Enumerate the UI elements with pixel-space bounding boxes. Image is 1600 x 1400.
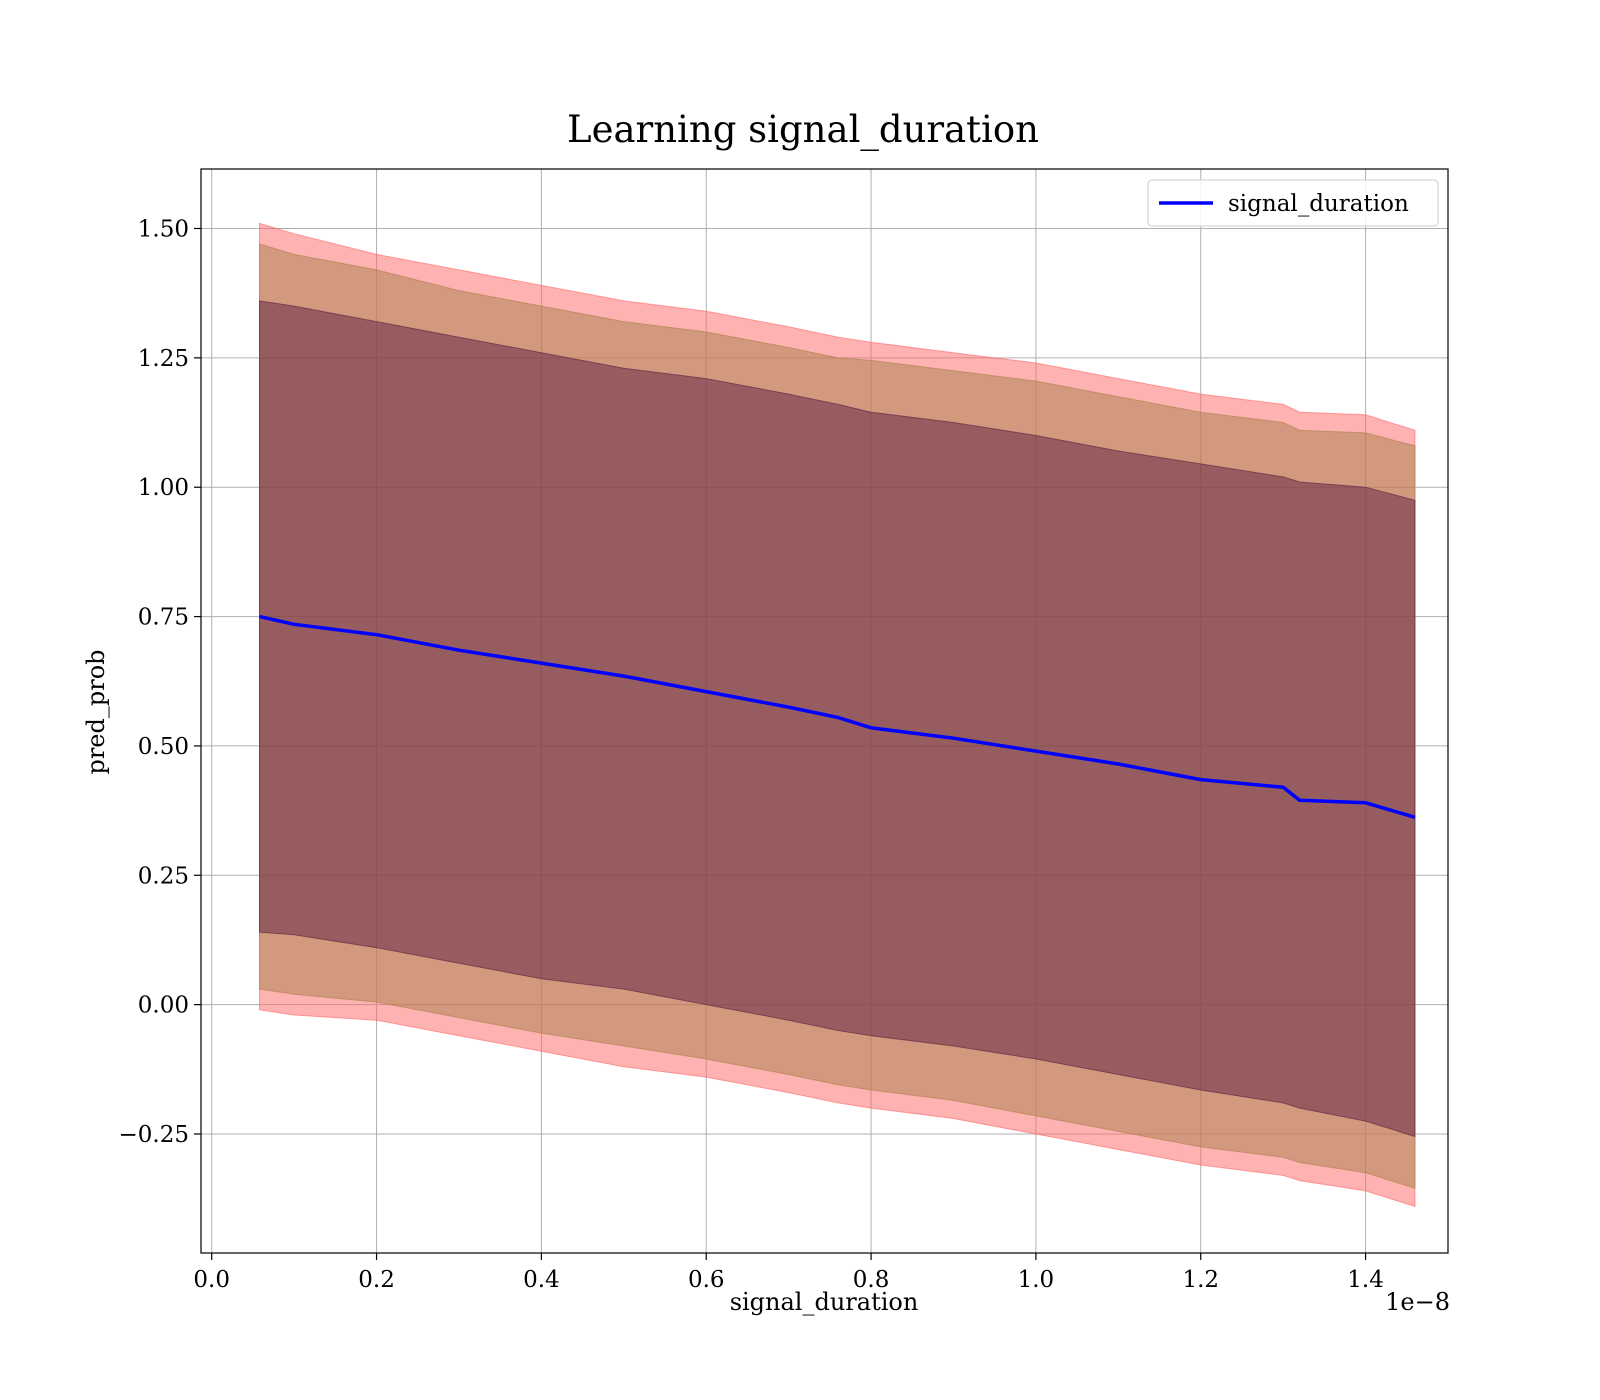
x-tick-label-4: 0.8 xyxy=(853,1267,890,1293)
y-axis-ticks: −0.25 0.00 0.25 0.50 0.75 1.00 1.25 1.50 xyxy=(119,217,201,1148)
x-axis-ticks: 0.0 0.2 0.4 0.6 0.8 1.0 1.2 1.4 xyxy=(193,1253,1384,1293)
legend-box xyxy=(1147,179,1439,227)
legend: signal_duration xyxy=(1147,179,1439,227)
chart-title: Learning signal_duration xyxy=(567,108,1039,152)
y-tick-label-6: 1.25 xyxy=(138,346,189,372)
x-tick-label-2: 0.4 xyxy=(523,1267,560,1293)
y-tick-label-3: 0.50 xyxy=(138,734,189,760)
plot-area-frame xyxy=(200,168,1449,1254)
legend-label-signal-duration: signal_duration xyxy=(1228,191,1409,217)
x-tick-label-0: 0.0 xyxy=(193,1267,230,1293)
y-tick-label-0: −0.25 xyxy=(119,1122,189,1148)
x-tick-label-1: 0.2 xyxy=(358,1267,395,1293)
x-axis-label: signal_duration xyxy=(730,1288,919,1316)
x-tick-label-3: 0.6 xyxy=(688,1267,725,1293)
y-tick-label-4: 0.75 xyxy=(138,605,189,631)
y-tick-label-7: 1.50 xyxy=(138,217,189,243)
series-lines xyxy=(259,614,1416,819)
x-tick-label-7: 1.4 xyxy=(1347,1267,1384,1293)
x-tick-label-6: 1.2 xyxy=(1182,1267,1219,1293)
y-tick-label-5: 1.00 xyxy=(138,475,189,501)
series-line-0 xyxy=(259,614,1416,819)
x-axis-offset-label: 1e−8 xyxy=(1385,1288,1450,1316)
y-tick-label-2: 0.25 xyxy=(138,863,189,889)
x-tick-label-5: 1.0 xyxy=(1018,1267,1055,1293)
y-tick-label-1: 0.00 xyxy=(138,993,189,1019)
y-axis-label: pred_prob xyxy=(82,649,110,774)
